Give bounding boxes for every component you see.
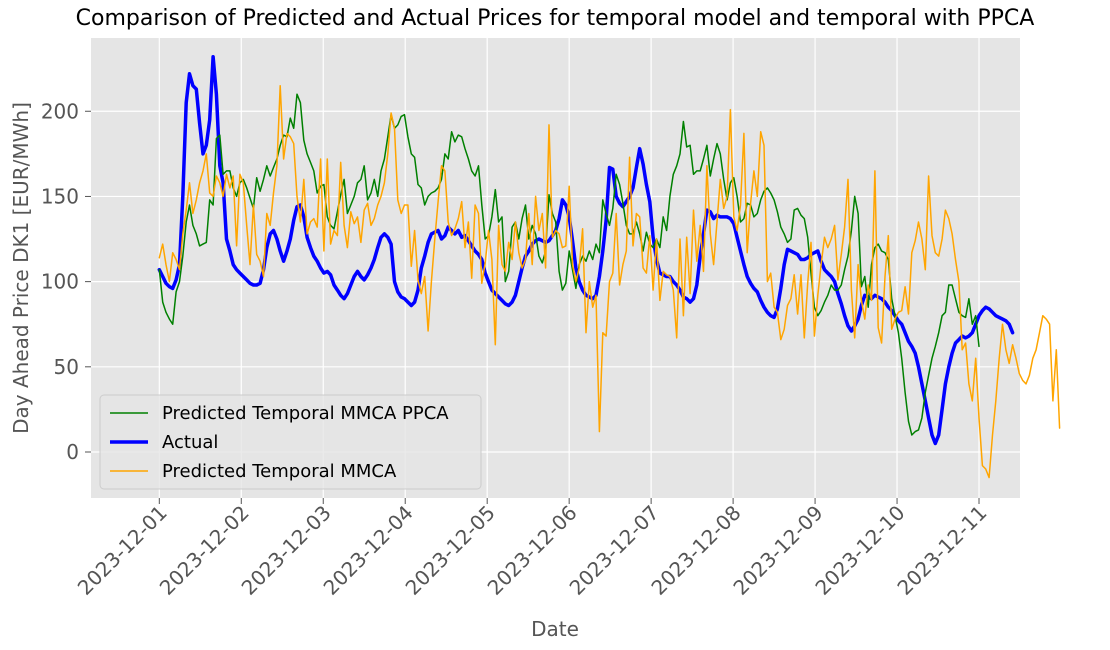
y-tick-label: 100: [41, 270, 79, 294]
legend-label: Predicted Temporal MMCA PPCA: [162, 403, 449, 424]
legend: Predicted Temporal MMCA PPCA Actual Predic…: [99, 394, 482, 490]
y-tick-label: 150: [41, 184, 79, 208]
series-line-2: [158, 84, 1061, 479]
chart-title: Comparison of Predicted and Actual Price…: [75, 6, 1035, 31]
y-axis-label: Day Ahead Price DK1 [EUR/MWh]: [9, 102, 33, 434]
y-tick-label: 0: [66, 440, 79, 464]
legend-box: [99, 394, 482, 490]
x-axis-label: Date: [531, 617, 579, 641]
legend-label: Predicted Temporal MMCA: [162, 461, 397, 482]
y-axis: 0 50 100 150 200: [41, 99, 91, 464]
x-axis: 2023-12-012023-12-022023-12-032023-12-04…: [73, 498, 992, 600]
series-line-0: [158, 93, 980, 436]
series-layer: [157, 54, 1061, 479]
y-tick-label: 50: [54, 355, 79, 379]
legend-label: Actual: [162, 432, 218, 453]
y-tick-label: 200: [41, 99, 79, 123]
